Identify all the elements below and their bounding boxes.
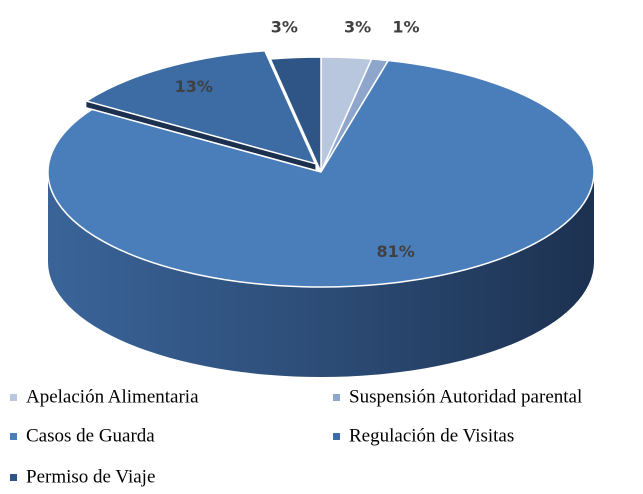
data-label: 1% <box>392 18 419 37</box>
slice <box>269 56 322 173</box>
legend-label: Permiso de Viaje <box>26 466 155 487</box>
legend-marker <box>10 433 17 440</box>
legend-label: Regulación de Visitas <box>349 425 514 446</box>
slice-edge <box>86 101 316 170</box>
data-label: 81% <box>377 242 415 261</box>
legend-label: Suspensión Autoridad parental <box>349 386 582 407</box>
slice <box>84 49 317 165</box>
slice <box>47 59 595 288</box>
slice-side <box>48 172 594 377</box>
data-label: 3% <box>344 18 371 37</box>
data-label: 13% <box>175 77 213 96</box>
legend-marker <box>333 394 340 401</box>
legend-label: Apelación Alimentaria <box>26 386 199 407</box>
legend-marker <box>10 394 17 401</box>
legend-marker <box>10 474 17 481</box>
legend-label: Casos de Guarda <box>26 425 155 446</box>
legend-marker <box>333 433 340 440</box>
data-label: 3% <box>271 18 298 37</box>
